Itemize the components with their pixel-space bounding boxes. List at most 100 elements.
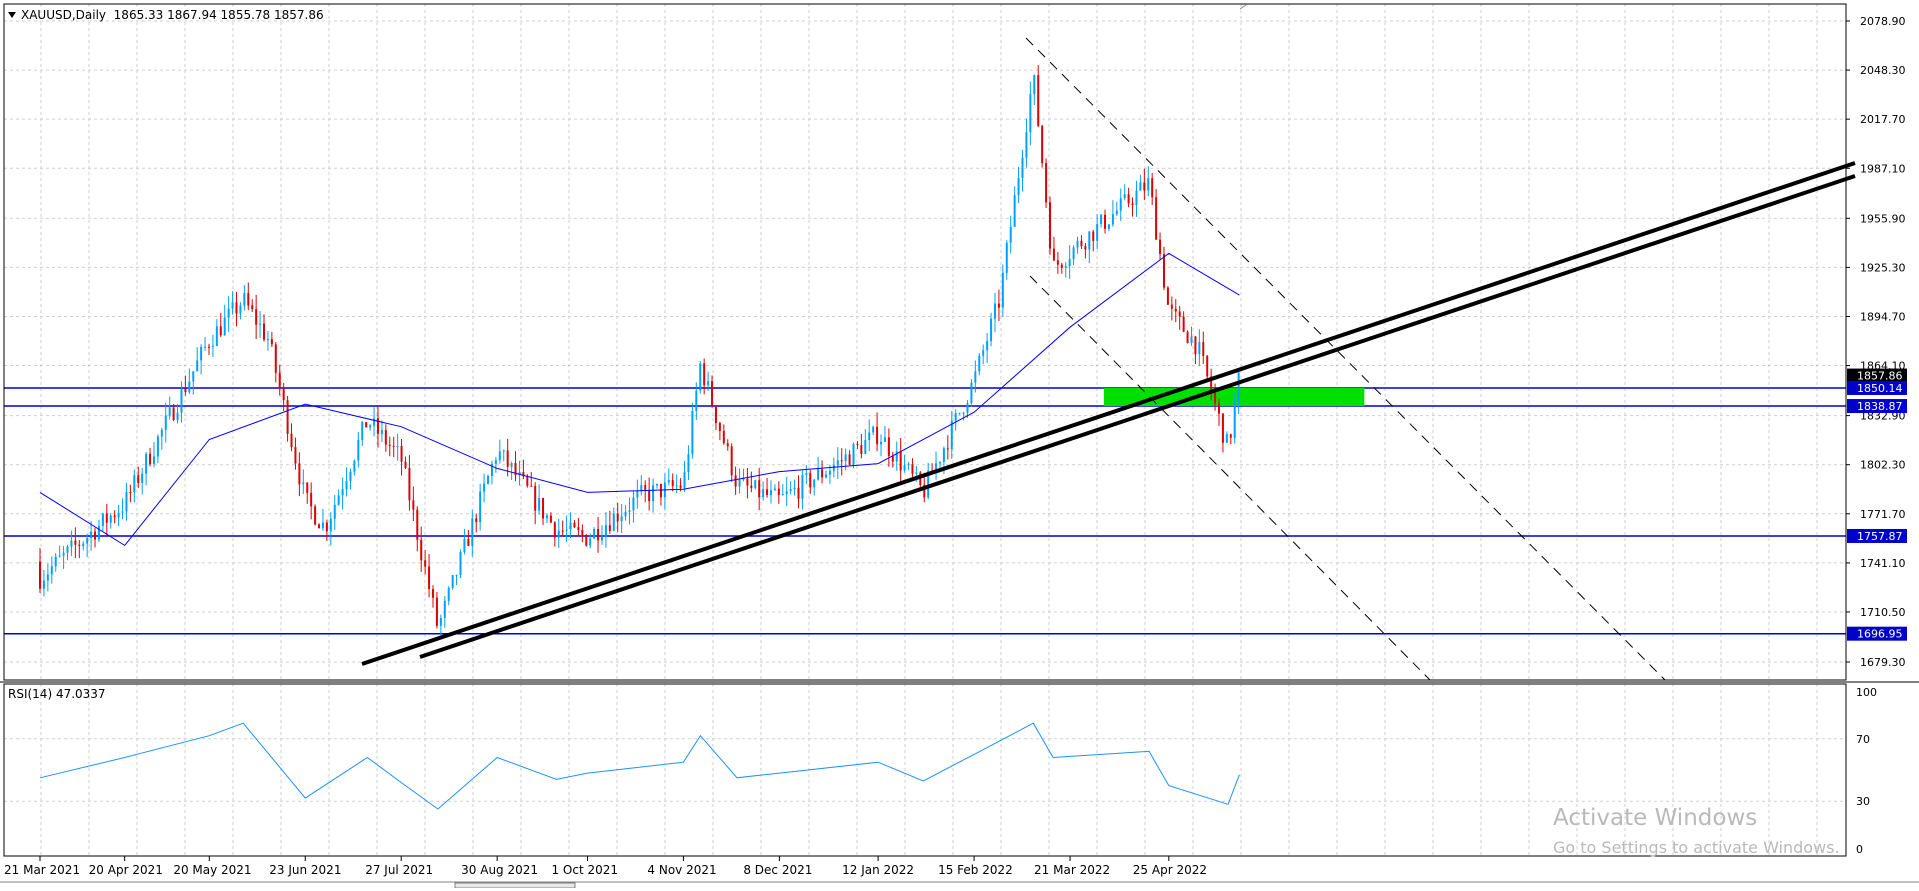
candle [286, 395, 289, 442]
candle-body [1147, 178, 1150, 191]
candle-body [286, 400, 289, 434]
candle-body [1186, 331, 1189, 343]
price-tick-label: 1802.30 [1860, 459, 1906, 472]
candle-body [357, 439, 360, 461]
candle-body [982, 350, 985, 356]
candle [1041, 124, 1044, 168]
candle-body [424, 560, 427, 567]
moving-average-line [39, 252, 1240, 547]
candle-body [109, 515, 112, 523]
candle-body [585, 535, 588, 546]
candle-body [986, 341, 989, 351]
candle-body [876, 426, 879, 445]
candle [612, 507, 615, 532]
candle [1064, 262, 1067, 278]
candle-body [1119, 198, 1122, 211]
candle-body [463, 539, 466, 552]
candle-body [785, 491, 788, 494]
candle-body [872, 426, 875, 433]
candle-body [797, 487, 800, 499]
candle [600, 525, 603, 545]
candle [1229, 433, 1232, 445]
candle-body [117, 512, 120, 518]
price-tick-label: 1679.30 [1860, 656, 1906, 669]
candle [109, 513, 112, 529]
candle-body [950, 420, 953, 449]
candle-body [1092, 231, 1095, 241]
candle-body [569, 522, 572, 530]
candle [659, 483, 662, 506]
price-tick-label: 1987.10 [1860, 162, 1906, 175]
candle [1178, 305, 1181, 330]
date-tick-label: 4 Nov 2021 [647, 863, 716, 877]
candle-body [204, 346, 207, 348]
candle [325, 519, 328, 541]
candle-body [420, 539, 423, 561]
price-tag [1847, 399, 1907, 414]
candle-body [612, 513, 615, 531]
candle-body [510, 463, 513, 467]
candle-body [589, 538, 592, 546]
candle-body [388, 444, 391, 446]
candle-body [1005, 242, 1008, 273]
candle [451, 575, 454, 590]
candle-body [675, 485, 678, 487]
candle-body [90, 531, 93, 538]
candle [337, 489, 340, 506]
candle [1100, 213, 1103, 228]
candle-body [624, 511, 627, 517]
candle-body [498, 451, 501, 461]
candle-body [255, 309, 258, 325]
candle-body [538, 498, 541, 511]
candle-body [211, 345, 214, 347]
symbol-label: XAUUSD,Daily [21, 8, 107, 22]
candle-body [695, 390, 698, 411]
candle-body [895, 451, 898, 462]
candle-body [832, 465, 835, 471]
price-tick-label: 1925.30 [1860, 261, 1906, 274]
candle-body [215, 326, 218, 346]
collapse-triangle-icon[interactable] [8, 12, 16, 18]
candle-body [962, 412, 965, 414]
candle [318, 523, 321, 529]
candle-body [848, 454, 851, 465]
candle [314, 504, 317, 526]
candle-body [1017, 177, 1020, 196]
candle-body [160, 429, 163, 437]
date-tick-label: 25 Apr 2022 [1133, 863, 1207, 877]
candle-body [365, 422, 368, 428]
candle-body [738, 479, 741, 487]
candle-body [938, 462, 941, 464]
candle [306, 482, 309, 504]
candle-body [573, 522, 576, 528]
candle [215, 319, 218, 347]
candle [1237, 371, 1240, 414]
candle [1096, 214, 1099, 250]
candle [636, 479, 639, 509]
candle [978, 353, 981, 376]
candle-body [730, 446, 733, 476]
candle-body [1084, 246, 1087, 250]
activation-watermark-text: Go to Settings to activate Windows. [1553, 838, 1840, 857]
candle [616, 502, 619, 533]
candle [986, 333, 989, 364]
candle-body [152, 456, 155, 465]
candle [557, 518, 560, 548]
candle-body [978, 355, 981, 372]
candle-body [1104, 214, 1107, 229]
candle [565, 515, 568, 542]
candle [1143, 168, 1146, 201]
candle-body [899, 451, 902, 471]
rsi-axis-label: 100 [1856, 686, 1877, 699]
candle [357, 431, 360, 468]
candle [1170, 296, 1173, 321]
candle-body [133, 475, 136, 493]
candle-body [714, 405, 717, 424]
candle [895, 441, 898, 471]
candle-body [129, 492, 132, 494]
candle-body [416, 509, 419, 540]
candle-body [447, 587, 450, 601]
candle-body [180, 388, 183, 413]
